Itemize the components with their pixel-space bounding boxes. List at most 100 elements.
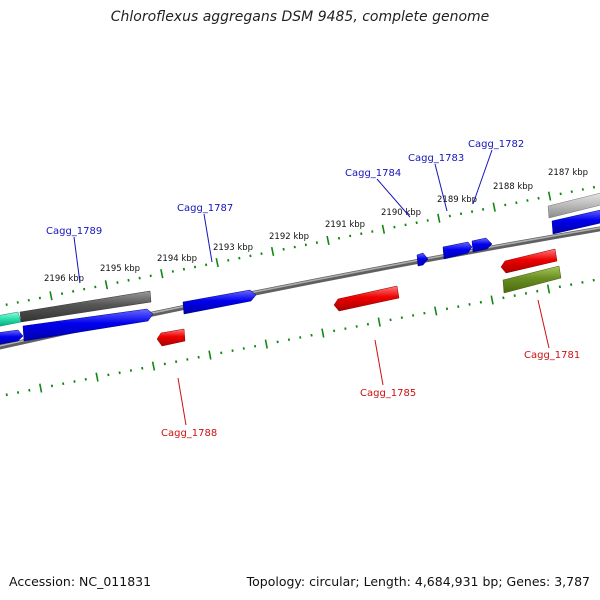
- leader-1783: [434, 163, 448, 212]
- leader-1781: [537, 299, 550, 349]
- leader-1789: [73, 236, 81, 284]
- scale-label-2195: 2195 kbp: [100, 264, 140, 274]
- inner-major-tick: [95, 372, 99, 382]
- outer-major-tick: [270, 246, 275, 257]
- leader-1788: [177, 377, 187, 426]
- outer-minor-tick: [72, 290, 75, 293]
- rna-feature-light: [547, 192, 600, 219]
- gene-label-1785: Cagg_1785: [360, 388, 416, 399]
- inner-minor-tick: [400, 316, 403, 319]
- gene-forward-1787: [182, 289, 257, 315]
- gene-label-1781: Cagg_1781: [524, 350, 580, 361]
- inner-major-tick: [377, 317, 381, 327]
- inner-major-tick: [39, 383, 43, 393]
- inner-minor-tick: [276, 340, 279, 344]
- gene-label-1782: Cagg_1782: [468, 139, 524, 150]
- inner-minor-tick: [186, 358, 189, 361]
- gene-forward-1783: [442, 241, 473, 260]
- outer-minor-tick: [581, 188, 584, 191]
- outer-minor-tick: [415, 221, 418, 225]
- outer-minor-tick: [282, 247, 285, 251]
- inner-minor-tick: [581, 281, 584, 284]
- outer-major-tick: [492, 202, 496, 212]
- inner-minor-tick: [366, 322, 370, 326]
- outer-minor-tick: [570, 190, 573, 193]
- gene-reverse-1785: [333, 285, 400, 312]
- outer-minor-tick: [227, 259, 230, 262]
- outer-minor-tick: [459, 212, 463, 216]
- inner-major-tick: [264, 339, 268, 349]
- outer-minor-tick: [404, 223, 407, 227]
- gene-label-1788: Cagg_1788: [161, 428, 217, 439]
- inner-minor-tick: [570, 283, 573, 286]
- outer-minor-tick: [349, 234, 352, 238]
- outer-minor-tick: [470, 210, 474, 213]
- outer-minor-tick: [592, 185, 596, 189]
- outer-minor-tick: [16, 301, 19, 304]
- outer-minor-tick: [60, 292, 64, 295]
- scale-label-2191: 2191 kbp: [325, 220, 365, 230]
- gene-forward-1782: [471, 237, 493, 253]
- inner-minor-tick: [468, 303, 471, 306]
- outer-minor-tick: [360, 232, 363, 236]
- inner-major-tick: [546, 284, 551, 294]
- inner-minor-tick: [389, 318, 392, 322]
- leader-1787: [203, 213, 213, 263]
- outer-minor-tick: [304, 243, 307, 247]
- scale-ticks-outer: [5, 185, 596, 306]
- outer-minor-tick: [171, 270, 174, 273]
- scale-label-2194: 2194 kbp: [157, 254, 197, 264]
- outer-minor-tick: [249, 254, 252, 258]
- scale-label-2190: 2190 kbp: [381, 208, 421, 218]
- inner-minor-tick: [299, 336, 302, 339]
- inner-major-tick: [321, 328, 325, 338]
- inner-major-tick: [490, 295, 494, 305]
- inner-minor-tick: [479, 300, 482, 304]
- inner-minor-tick: [118, 371, 121, 375]
- outer-major-tick: [547, 191, 552, 201]
- inner-minor-tick: [129, 369, 133, 372]
- rna-feature-dark: [19, 290, 152, 323]
- outer-minor-tick: [293, 245, 296, 249]
- inner-minor-tick: [457, 305, 460, 308]
- inner-minor-tick: [231, 349, 234, 352]
- inner-major-tick: [151, 361, 156, 371]
- gene-forward-1784: [416, 252, 429, 267]
- gene-label-1789: Cagg_1789: [46, 226, 102, 237]
- outer-minor-tick: [448, 214, 451, 218]
- outer-minor-tick: [182, 267, 186, 271]
- outer-minor-tick: [393, 225, 396, 229]
- outer-major-tick: [160, 269, 164, 279]
- outer-minor-tick: [127, 278, 130, 282]
- scale-label-2189: 2189 kbp: [437, 195, 477, 205]
- outer-major-tick: [437, 213, 441, 223]
- inner-minor-tick: [310, 333, 313, 337]
- teal-feature: [0, 311, 22, 327]
- outer-minor-tick: [116, 281, 119, 284]
- inner-minor-tick: [16, 391, 20, 394]
- leader-1784: [376, 178, 411, 218]
- scale-ticks-inner: [5, 278, 595, 397]
- gene-reverse-1788: [156, 328, 186, 347]
- inner-minor-tick: [5, 393, 8, 397]
- scale-label-2187: 2187 kbp: [548, 168, 588, 178]
- gene-forward-1789: [22, 308, 154, 342]
- genome-stats-text: Topology: circular; Length: 4,684,931 bp…: [246, 574, 590, 589]
- inner-minor-tick: [220, 351, 223, 355]
- other-feature-green: [502, 265, 562, 294]
- outer-minor-tick: [138, 276, 141, 280]
- gene-forward-left-edge: [0, 329, 24, 345]
- inner-minor-tick: [287, 338, 291, 341]
- leader-1785: [374, 339, 384, 386]
- outer-major-tick: [215, 258, 219, 268]
- outer-minor-tick: [337, 236, 341, 240]
- outer-minor-tick: [504, 203, 507, 207]
- scale-label-2196: 2196 kbp: [44, 274, 84, 284]
- inner-minor-tick: [536, 289, 539, 293]
- map-title: Chloroflexus aggregans DSM 9485, complet…: [110, 9, 490, 25]
- inner-major-tick: [208, 350, 212, 360]
- outer-minor-tick: [238, 256, 241, 260]
- inner-minor-tick: [107, 373, 110, 377]
- scale-label-2192: 2192 kbp: [269, 232, 309, 242]
